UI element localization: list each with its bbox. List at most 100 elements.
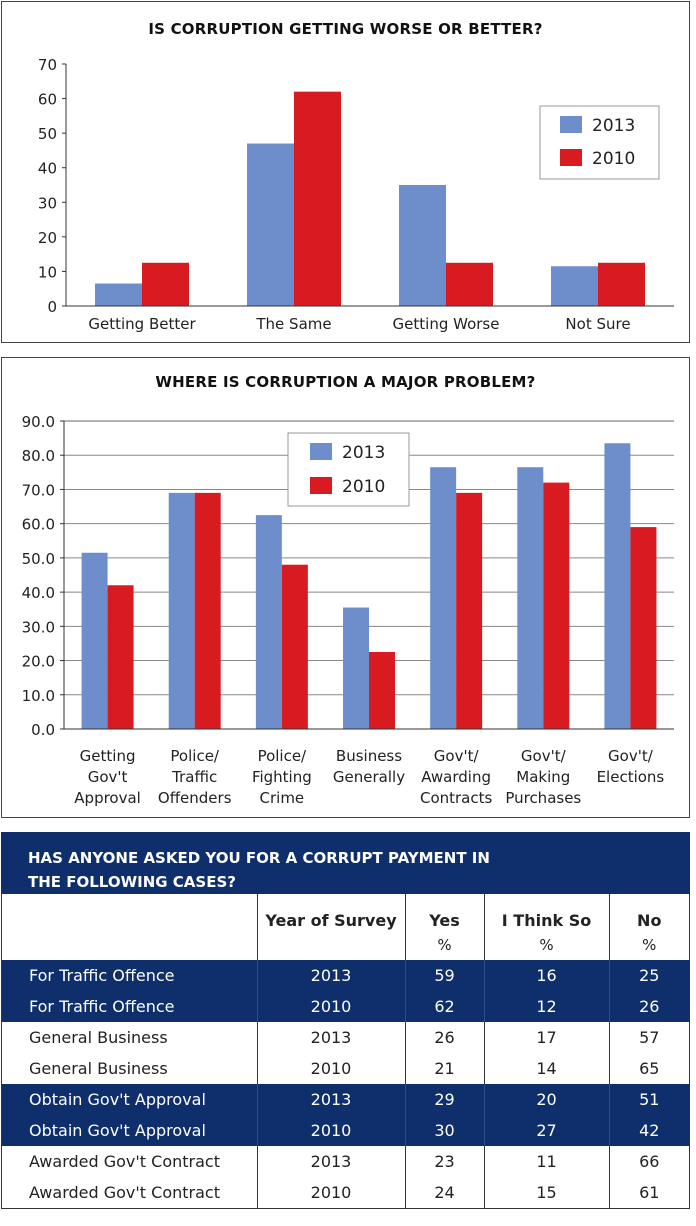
row-think: 11 — [484, 1146, 610, 1177]
table-row: Awarded Gov't Contract 2010 24 15 61 — [2, 1177, 689, 1208]
x-category-label-line: Getting Worse — [393, 315, 500, 333]
x-category-label: Gov't/Making Purchases — [505, 747, 581, 807]
legend-label: 2010 — [592, 149, 635, 169]
x-category-label: Not Sure — [565, 315, 630, 333]
bar-2013 — [81, 552, 108, 729]
table-title-line2: THE FOLLOWING CASES? — [28, 873, 236, 891]
y-tick-label: 60 — [38, 91, 57, 109]
column-header-no: No — [637, 911, 662, 930]
row-no: 66 — [609, 1146, 689, 1177]
bar-2010 — [281, 564, 308, 729]
y-tick-label: 80.0 — [22, 447, 55, 465]
x-category-label: Getting Gov't Approval — [74, 747, 141, 807]
bar-2010 — [543, 482, 570, 729]
bar-2010 — [446, 262, 493, 306]
row-yes: 30 — [405, 1115, 485, 1146]
row-no: 57 — [609, 1022, 689, 1053]
y-tick-label: 70.0 — [22, 481, 55, 499]
row-year: 2010 — [257, 991, 406, 1022]
row-yes: 62 — [405, 991, 485, 1022]
legend-swatch-2013 — [310, 443, 332, 460]
legend-swatch-2010 — [310, 477, 332, 494]
row-year: 2010 — [257, 1115, 406, 1146]
row-think: 27 — [484, 1115, 610, 1146]
row-no: 51 — [609, 1084, 689, 1115]
x-category-label-line: Traffic — [171, 768, 217, 786]
row-yes: 24 — [405, 1177, 485, 1208]
y-tick-label: 70 — [38, 56, 57, 74]
y-tick-label: 40 — [38, 160, 57, 178]
row-yes: 59 — [405, 960, 485, 991]
table-row: General Business 2013 26 17 57 — [2, 1022, 689, 1053]
row-label: For Traffic Offence — [2, 991, 258, 1022]
y-tick-label: 30 — [38, 194, 57, 212]
y-tick-label: 40.0 — [22, 584, 55, 602]
row-yes: 23 — [405, 1146, 485, 1177]
unit-no: % — [642, 936, 657, 954]
bar-2013 — [517, 467, 544, 729]
column-header-year: Year of Survey — [257, 894, 406, 930]
x-category-label-line: Getting Better — [88, 315, 196, 333]
y-tick-label: 0.0 — [31, 721, 55, 739]
bar-2013 — [343, 607, 369, 729]
y-tick-label: 10 — [38, 263, 57, 281]
row-year: 2010 — [257, 1177, 406, 1208]
row-no: 25 — [609, 960, 689, 991]
x-category-label-line: Police/ — [170, 747, 219, 765]
table-row: General Business 2010 21 14 65 — [2, 1053, 689, 1084]
row-year: 2013 — [257, 960, 406, 991]
row-think: 16 — [484, 960, 610, 991]
x-category-label-line: Getting — [80, 747, 136, 765]
bar-2010 — [194, 492, 221, 729]
x-category-label-line: Contracts — [420, 789, 493, 807]
y-tick-label: 0 — [47, 298, 57, 316]
corrupt-payment-table: HAS ANYONE ASKED YOU FOR A CORRUPT PAYME… — [1, 832, 690, 1224]
row-label: Awarded Gov't Contract — [2, 1177, 258, 1208]
y-tick-label: 20 — [38, 229, 57, 247]
unit-yes: % — [405, 930, 485, 960]
x-category-label-line: Approval — [74, 789, 141, 807]
legend-box — [539, 105, 660, 180]
unit-think: % — [484, 930, 610, 960]
x-category-label: Getting Worse — [393, 315, 500, 333]
x-category-label: Gov't/Awarding Contracts — [420, 747, 493, 807]
row-year: 2013 — [257, 1022, 406, 1053]
legend-box — [287, 432, 410, 507]
bar-2013 — [255, 515, 282, 729]
bar-2013 — [551, 266, 598, 306]
bar-2013 — [399, 185, 446, 306]
bar-2013 — [430, 467, 457, 729]
row-no: 42 — [609, 1115, 689, 1146]
x-category-label-line: Awarding — [421, 768, 491, 786]
row-yes: 21 — [405, 1053, 485, 1084]
bar-2010 — [598, 262, 645, 306]
row-year: 2013 — [257, 1084, 406, 1115]
x-category-label-line: The Same — [255, 315, 331, 333]
bar-2010 — [630, 527, 657, 729]
legend-label: 2013 — [592, 116, 635, 136]
y-tick-label: 20.0 — [22, 653, 55, 671]
x-category-label: Police/Fighting Crime — [252, 747, 312, 807]
row-think: 20 — [484, 1084, 610, 1115]
table-row: Obtain Gov't Approval 2013 29 20 51 — [2, 1084, 689, 1115]
x-category-label-line: Elections — [597, 768, 665, 786]
x-category-label-line: Gov't — [88, 768, 128, 786]
x-category-label-line: Purchases — [505, 789, 581, 807]
table-row: Awarded Gov't Contract 2013 23 11 66 — [2, 1146, 689, 1177]
row-yes: 29 — [405, 1084, 485, 1115]
column-header-row: Year of Survey Yes I Think So No — [2, 894, 689, 930]
row-label: General Business — [2, 1053, 258, 1084]
bar-chart-trend: 0 10 20 30 40 50 60 70 Getting Better The Same Get… — [38, 56, 674, 333]
x-category-label-line: Police/ — [258, 747, 307, 765]
x-category-label: Gov't/Elections — [597, 747, 665, 786]
legend-label: 2010 — [342, 477, 385, 497]
x-category-label-line: Gov't/ — [434, 747, 480, 765]
y-tick-label: 50 — [38, 125, 57, 143]
bar-2010 — [456, 492, 483, 729]
column-header-case — [2, 894, 258, 930]
bar-2010 — [142, 262, 189, 306]
row-no: 26 — [609, 991, 689, 1022]
row-year: 2013 — [257, 1146, 406, 1177]
bar-2013 — [95, 283, 142, 306]
x-category-label-line: Crime — [260, 789, 305, 807]
